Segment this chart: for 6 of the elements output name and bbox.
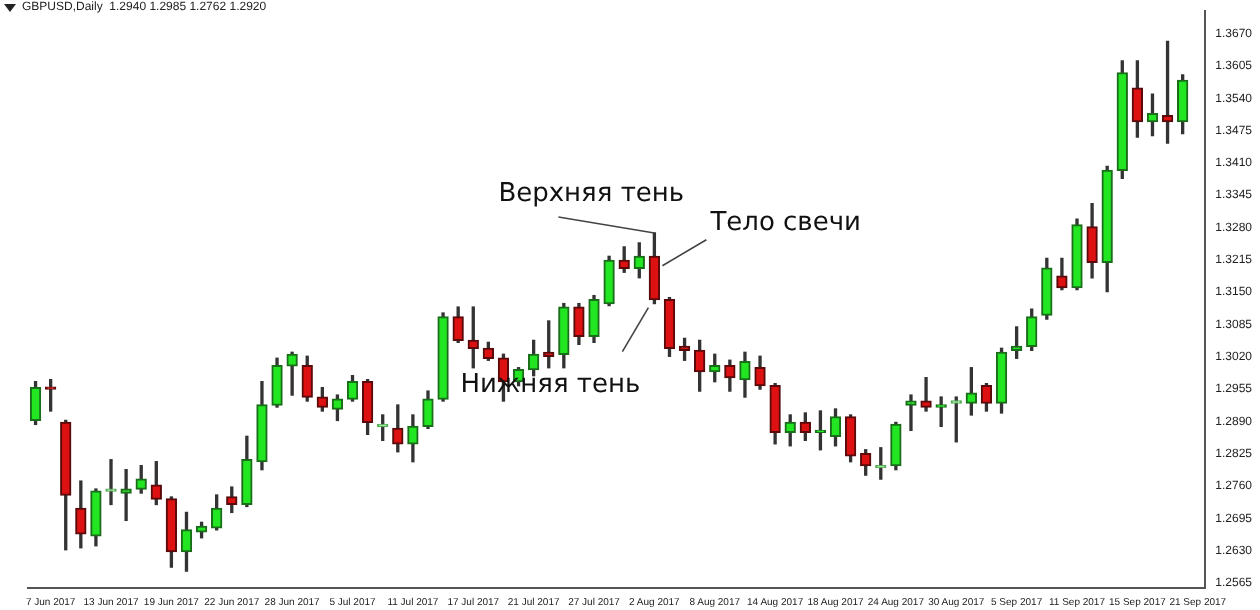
candlestick (120, 469, 132, 522)
candlestick (105, 459, 117, 506)
candlestick (920, 377, 932, 412)
annotation: Верхняя тень (498, 178, 685, 209)
annotation: Тело свечи (708, 207, 861, 238)
candlestick (905, 394, 917, 432)
